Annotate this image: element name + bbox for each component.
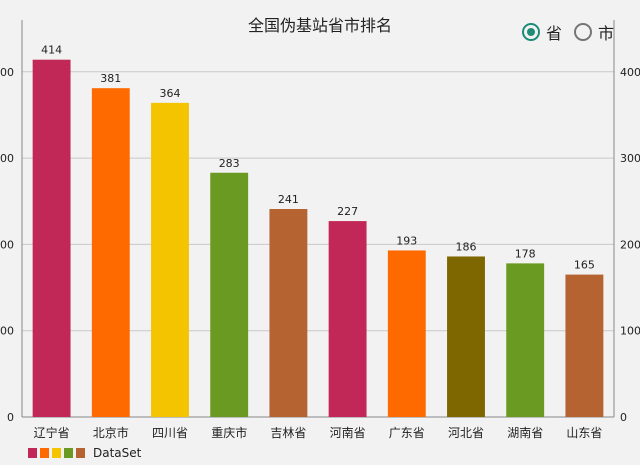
bar-value-label: 414 — [41, 44, 62, 57]
x-tick-label: 广东省 — [389, 426, 425, 440]
legend-swatch — [28, 448, 37, 458]
bar — [91, 88, 130, 418]
y-tick-label-right: 0 — [620, 411, 627, 424]
y-tick-label-left: 100 — [0, 325, 14, 338]
bar — [151, 102, 189, 417]
legend-swatch — [76, 448, 85, 458]
legend-label: DataSet — [93, 446, 142, 460]
bar — [506, 263, 545, 417]
bar-value-label: 178 — [515, 247, 536, 260]
y-tick-label-right: 100 — [620, 325, 640, 338]
bar-value-label: 227 — [337, 205, 358, 218]
bar-value-label: 364 — [160, 87, 181, 100]
bar-value-label: 241 — [278, 193, 299, 206]
x-tick-label: 山东省 — [566, 426, 602, 440]
bar — [387, 250, 426, 417]
bar-value-label: 283 — [219, 157, 240, 170]
bar-value-label: 193 — [396, 234, 417, 247]
legend-swatch — [52, 448, 61, 458]
bar — [210, 172, 249, 417]
x-tick-label: 重庆市 — [211, 425, 247, 440]
bar — [565, 274, 604, 417]
x-tick-label: 河北省 — [448, 426, 484, 440]
y-tick-label-left: 200 — [0, 238, 14, 251]
y-tick-label-left: 0 — [7, 411, 14, 424]
y-tick-label-right: 400 — [620, 66, 640, 79]
y-tick-label-right: 200 — [620, 238, 640, 251]
x-tick-label: 吉林省 — [270, 426, 306, 440]
x-tick-label: 河南省 — [330, 425, 366, 440]
chart-title: 全国伪基站省市排名 — [247, 16, 392, 35]
radio-checked-icon — [522, 23, 540, 41]
bar-value-label: 381 — [100, 72, 121, 85]
legend-swatch — [40, 448, 49, 458]
bar — [32, 59, 71, 417]
x-tick-label: 辽宁省 — [34, 425, 70, 440]
radio-city[interactable]: 市 — [574, 20, 614, 44]
radio-city-label: 市 — [598, 24, 615, 43]
radio-unchecked-icon — [574, 23, 593, 41]
region-type-radio-group: 省 市 — [522, 20, 614, 44]
bar — [269, 209, 308, 417]
legend-swatch — [64, 448, 73, 458]
bar — [328, 221, 367, 417]
bar — [447, 256, 485, 417]
y-tick-label-left: 400 — [0, 66, 14, 79]
bar-value-label: 186 — [456, 240, 477, 253]
x-tick-label: 湖南省 — [507, 425, 543, 440]
radio-province-label: 省 — [546, 24, 563, 43]
legend-swatches — [28, 448, 85, 458]
x-tick-label: 四川省 — [152, 426, 188, 440]
y-tick-label-right: 300 — [620, 152, 640, 165]
legend: DataSet — [28, 446, 141, 460]
x-tick-label: 北京市 — [93, 425, 129, 440]
radio-province[interactable]: 省 — [522, 20, 562, 44]
y-tick-label-left: 300 — [0, 152, 14, 165]
bar-value-label: 165 — [574, 259, 595, 272]
